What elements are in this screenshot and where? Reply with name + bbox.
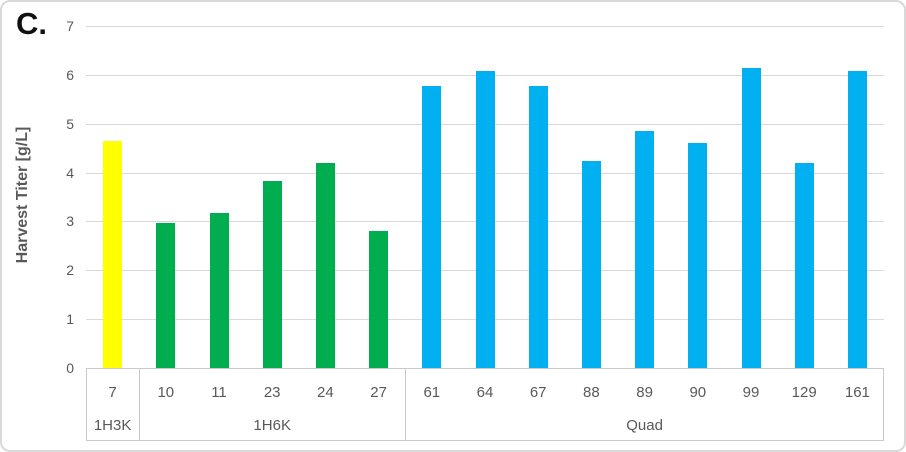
bar-161: [847, 71, 867, 368]
y-tick-label-3: 3: [66, 213, 74, 230]
bar-24: [315, 163, 335, 368]
y-tick-label-6: 6: [66, 66, 74, 83]
category-label-129: 129: [791, 384, 817, 401]
y-tick-label-4: 4: [66, 164, 74, 181]
bar-67: [528, 85, 548, 368]
bar-23: [262, 180, 282, 368]
group-label-1H6K: 1H6K: [253, 417, 291, 434]
bar-10: [156, 222, 176, 368]
category-label-27: 27: [370, 384, 387, 401]
bar-89: [635, 130, 655, 368]
group-label-Quad: Quad: [626, 417, 663, 434]
group-separator: [139, 368, 140, 441]
bar-7: [103, 141, 123, 368]
y-tick-label-5: 5: [66, 115, 74, 132]
category-label-61: 61: [423, 384, 441, 401]
y-tick-label-7: 7: [66, 18, 74, 34]
category-label-10: 10: [157, 384, 175, 401]
category-label-11: 11: [211, 384, 227, 401]
group-label-1H3K: 1H3K: [93, 417, 132, 434]
y-tick-label-2: 2: [66, 262, 74, 279]
category-label-89: 89: [636, 384, 653, 401]
gridline-7: [86, 26, 884, 27]
category-axis-box: [86, 368, 884, 441]
panel-letter-label: C.: [16, 6, 47, 41]
bar-61: [422, 85, 442, 368]
category-label-99: 99: [742, 384, 760, 401]
category-label-88: 88: [583, 384, 600, 401]
category-label-67: 67: [529, 384, 547, 401]
category-label-90: 90: [689, 384, 707, 401]
bar-129: [794, 162, 814, 368]
category-label-23: 23: [263, 384, 281, 401]
category-label-7: 7: [108, 384, 117, 401]
y-tick-label-1: 1: [66, 311, 74, 328]
category-label-161: 161: [844, 384, 870, 401]
group-separator: [405, 368, 406, 441]
category-label-64: 64: [476, 384, 494, 401]
bar-27: [369, 231, 389, 368]
y-tick-label-0: 0: [66, 360, 74, 376]
bar-64: [475, 71, 495, 368]
bar-99: [741, 67, 761, 368]
bar-90: [688, 143, 708, 368]
category-label-24: 24: [317, 384, 334, 401]
bar-11: [209, 212, 229, 368]
bar-88: [581, 161, 601, 368]
